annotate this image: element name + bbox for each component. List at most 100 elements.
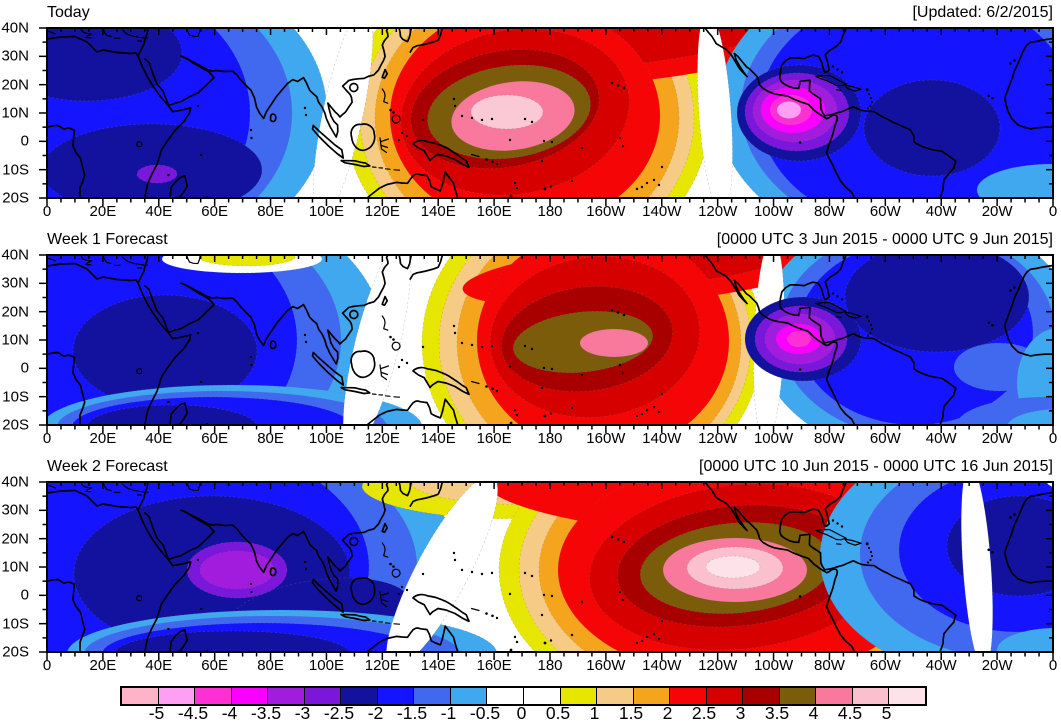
x-tick-label: 140W xyxy=(642,657,682,674)
colorbar-cell xyxy=(816,688,853,704)
x-tick-label: 60W xyxy=(869,430,901,447)
x-tick-label: 140W xyxy=(642,430,682,447)
y-tick-label: 20N xyxy=(1,303,29,321)
map-svg-week2 xyxy=(39,481,1054,660)
x-tick-label: 100W xyxy=(753,430,794,447)
x-tick-label: 0 xyxy=(42,430,52,447)
colorbar-tick-label: 1 xyxy=(589,703,600,723)
x-tick-label: 80E xyxy=(257,430,284,447)
colorbar-tick-label: 4.5 xyxy=(837,703,863,723)
x-tick-label: 40W xyxy=(925,430,957,447)
panel-subtitle: [0000 UTC 3 Jun 2015 - 0000 UTC 9 Jun 20… xyxy=(716,231,1053,248)
colorbar-cell xyxy=(852,688,890,704)
x-tick-label: 60W xyxy=(869,203,901,220)
map-svg-week1 xyxy=(39,254,1054,433)
colorbar-cell xyxy=(779,688,817,704)
x-tick-label: 0 xyxy=(42,203,52,220)
panel-subtitle: [Updated: 6/2/2015] xyxy=(912,4,1053,21)
colorbar-cell xyxy=(633,688,671,704)
colorbar-tick-label: -3 xyxy=(294,703,311,723)
y-tick-label: 30N xyxy=(1,274,29,292)
x-tick-label: 160E xyxy=(476,203,512,220)
colorbar-tick-label: 2 xyxy=(662,703,673,723)
x-tick-label: 40E xyxy=(145,203,173,220)
x-tick-label: 140W xyxy=(642,203,682,220)
y-tick-label: 20S xyxy=(2,189,29,207)
x-tick-label: 160W xyxy=(586,203,626,220)
y-tick-label: 40N xyxy=(1,19,29,37)
colorbar-cell xyxy=(414,688,451,704)
anomaly-field-week2 xyxy=(47,482,1053,652)
colorbar-cell xyxy=(889,688,926,704)
y-tick-label: 30N xyxy=(1,501,29,519)
x-tick-label: 0 xyxy=(42,657,52,674)
y-axis-labels: 40N 30N 20N 10N 0 10S 20S xyxy=(0,474,39,661)
colorbar-cell xyxy=(597,688,634,704)
x-tick-label: 20E xyxy=(89,203,117,220)
y-tick-label: 30N xyxy=(1,47,29,65)
x-tick-label: 80E xyxy=(257,657,284,674)
panel-title: Week 2 Forecast xyxy=(47,458,168,475)
x-tick-label: 80W xyxy=(814,203,845,220)
x-tick-label: 20W xyxy=(981,203,1013,220)
x-tick-label: 120E xyxy=(364,657,400,674)
colorbar-cell xyxy=(487,688,525,704)
panel-week1-header: Week 1 Forecast [0000 UTC 3 Jun 2015 - 0… xyxy=(0,227,1061,255)
panel-today-header: Today [Updated: 6/2/2015] xyxy=(0,0,1061,28)
x-tick-label: 160W xyxy=(586,430,626,447)
colorbar-tick-label: -0.5 xyxy=(469,703,501,723)
colorbar-cell xyxy=(304,688,342,704)
map-plot-week1 xyxy=(39,254,1054,433)
x-tick-label: 60E xyxy=(201,430,229,447)
x-tick-label: 20W xyxy=(981,430,1013,447)
colorbar-cell xyxy=(670,688,707,704)
colorbar-labels: -5 -4.5 -4 -3.5 -3 -2.5 -2 -1.5 -1 -0.5 0 0.5 1 1.5 2 2… xyxy=(120,703,923,725)
colorbar-tick-label: 4 xyxy=(808,703,819,723)
x-tick-label: 60E xyxy=(201,657,229,674)
panel-title: Week 1 Forecast xyxy=(47,231,168,248)
y-tick-label: 10S xyxy=(2,388,29,406)
y-tick-label: 0 xyxy=(20,359,29,377)
y-tick-label: 20N xyxy=(1,76,29,94)
x-tick-label: 100W xyxy=(753,203,794,220)
x-tick-label: 100W xyxy=(753,657,794,674)
colorbar-cell xyxy=(231,688,269,704)
colorbar-tick-label: -2.5 xyxy=(323,703,355,723)
map-svg-today xyxy=(39,27,1054,206)
y-tick-label: 40N xyxy=(1,473,29,491)
x-tick-label: 0 xyxy=(1048,430,1058,447)
panel-title: Today xyxy=(47,4,90,21)
x-tick-label: 0 xyxy=(1048,657,1058,674)
x-tick-label: 180 xyxy=(537,203,563,220)
x-tick-label: 80E xyxy=(257,203,284,220)
x-tick-label: 0 xyxy=(1048,203,1058,220)
colorbar-cell xyxy=(560,688,598,704)
x-tick-label: 160E xyxy=(476,657,512,674)
x-axis-labels: 0 20E 40E 60E 80E 100E 120E 140E 160E 180 160W 140W… xyxy=(43,652,1057,678)
y-tick-label: 40N xyxy=(1,246,29,264)
x-tick-label: 160W xyxy=(586,657,626,674)
x-tick-label: 40W xyxy=(925,203,957,220)
x-tick-label: 120W xyxy=(698,203,738,220)
panel-week2: Week 2 Forecast [0000 UTC 10 Jun 2015 - … xyxy=(0,454,1061,680)
x-tick-label: 120E xyxy=(364,203,400,220)
x-tick-label: 60W xyxy=(869,657,901,674)
y-tick-label: 20S xyxy=(2,643,29,661)
panel-today: Today [Updated: 6/2/2015] 40N 30N 20N 10N 0 1… xyxy=(0,0,1061,226)
x-tick-label: 20W xyxy=(981,657,1013,674)
panel-week2-header: Week 2 Forecast [0000 UTC 10 Jun 2015 - … xyxy=(0,454,1061,482)
colorbar-tick-label: 5 xyxy=(881,703,892,723)
colorbar-tick-label: -4 xyxy=(221,703,238,723)
plot-frame xyxy=(46,481,1054,653)
y-tick-label: 20S xyxy=(2,416,29,434)
colorbar-tick-label: 3 xyxy=(735,703,746,723)
panel-week1: Week 1 Forecast [0000 UTC 3 Jun 2015 - 0… xyxy=(0,227,1061,453)
y-tick-label: 0 xyxy=(20,586,29,604)
colorbar-cell xyxy=(706,688,744,704)
map-plot-today xyxy=(39,27,1054,206)
x-tick-label: 20E xyxy=(89,657,117,674)
y-tick-label: 0 xyxy=(20,132,29,150)
colorbar-cell xyxy=(268,688,305,704)
colorbar-tick-label: -2 xyxy=(367,703,384,723)
map-plot-week2 xyxy=(39,481,1054,660)
